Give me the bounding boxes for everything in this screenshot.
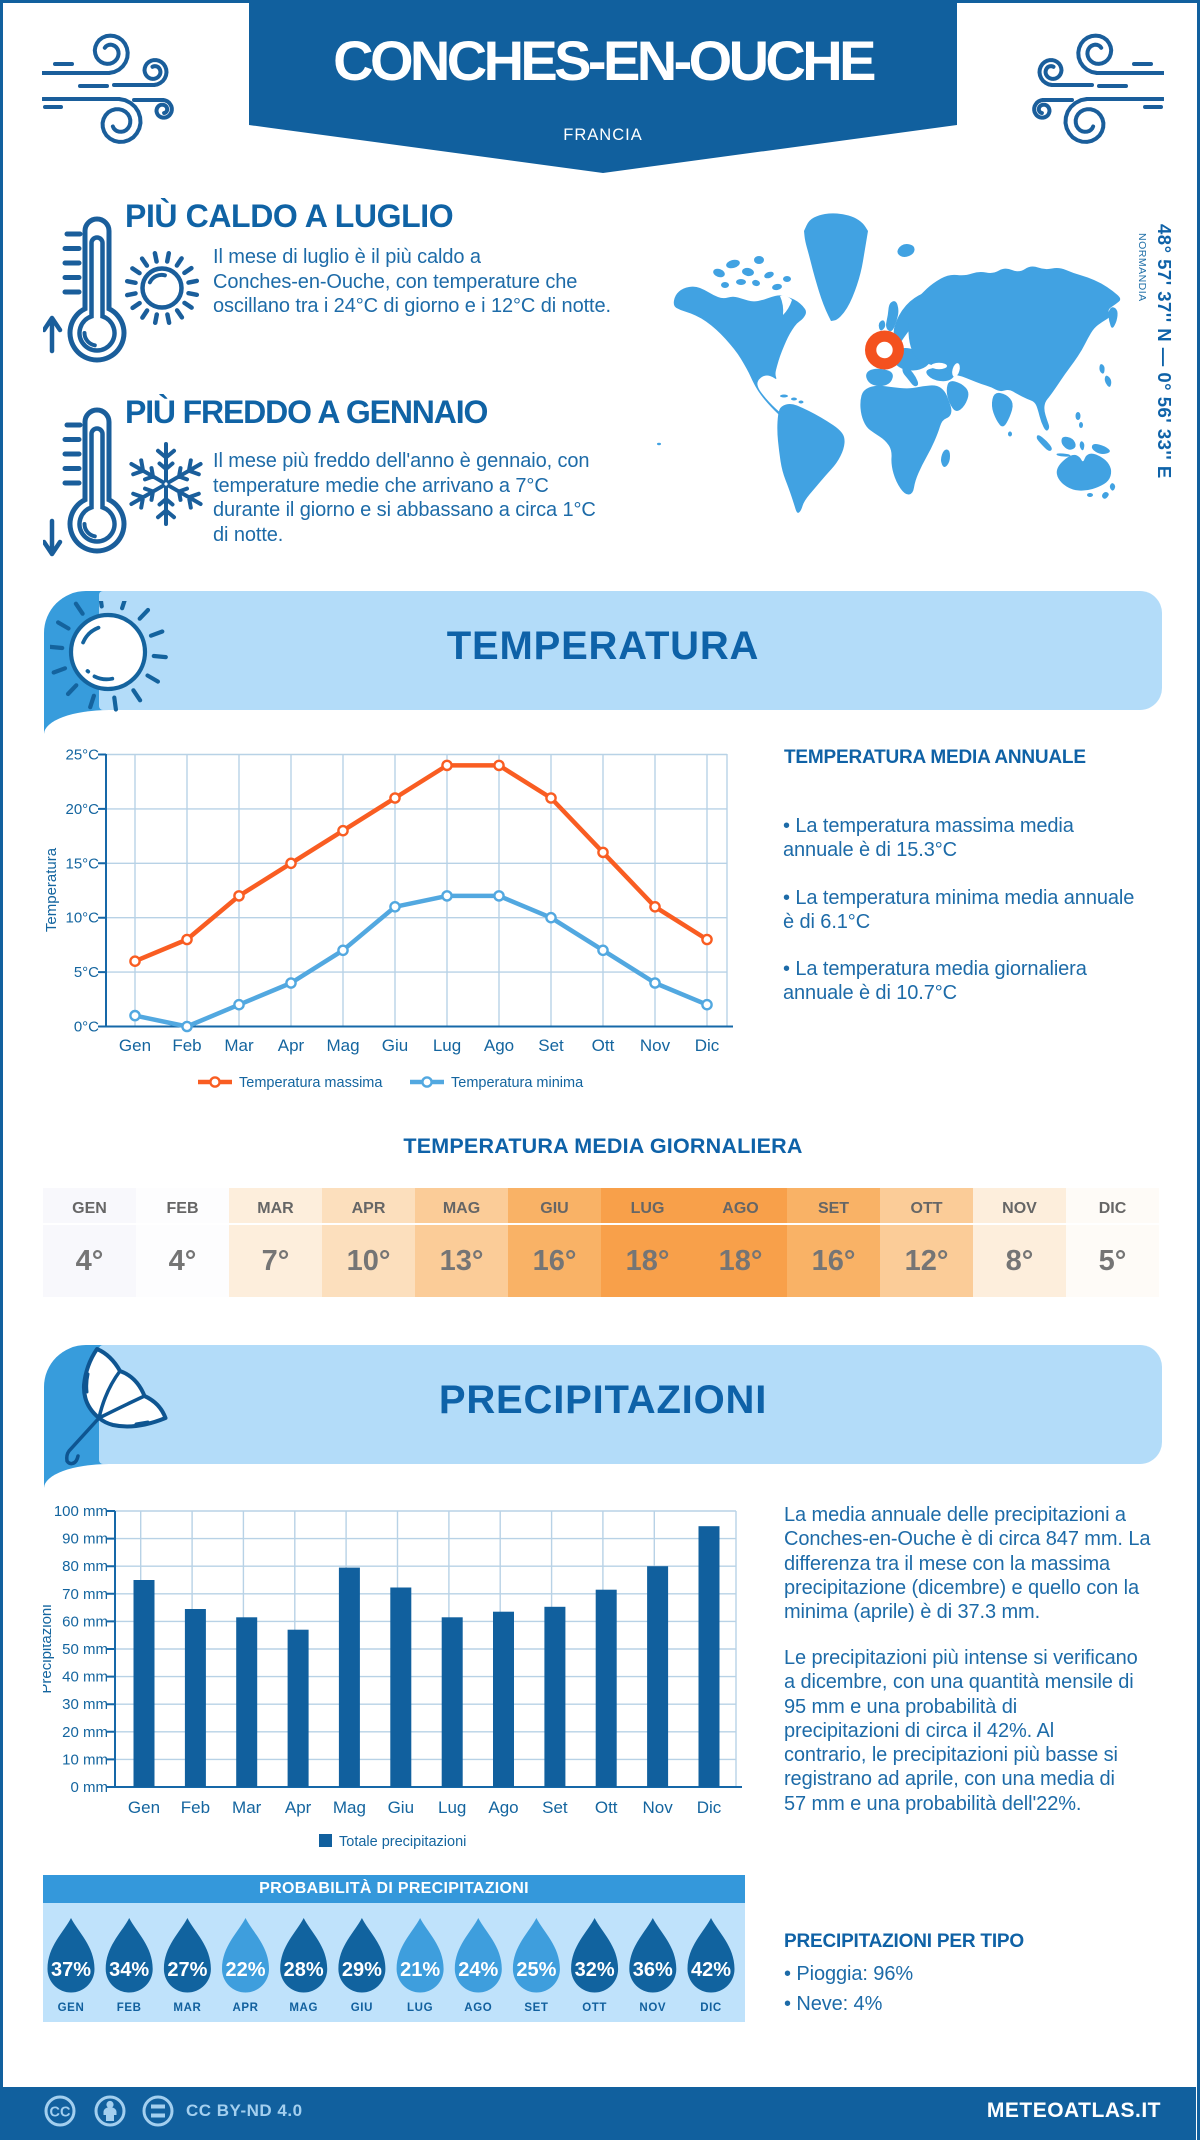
svg-text:Mar: Mar	[232, 1798, 262, 1817]
svg-text:CC: CC	[50, 2105, 71, 2121]
svg-text:50 mm: 50 mm	[62, 1641, 108, 1658]
svg-text:SET: SET	[524, 2002, 548, 2014]
svg-text:34%: 34%	[109, 1959, 149, 1981]
svg-text:40 mm: 40 mm	[62, 1669, 108, 1686]
svg-text:Ott: Ott	[595, 1798, 618, 1817]
svg-text:80 mm: 80 mm	[62, 1558, 108, 1575]
svg-text:Nov: Nov	[642, 1798, 673, 1817]
svg-text:MAG: MAG	[289, 2002, 318, 2014]
svg-text:30 mm: 30 mm	[62, 1696, 108, 1713]
svg-text:Feb: Feb	[172, 1036, 201, 1055]
svg-text:FEB: FEB	[117, 2002, 142, 2014]
svg-text:10 mm: 10 mm	[62, 1751, 108, 1768]
svg-text:MAR: MAR	[173, 2002, 201, 2014]
svg-text:28%: 28%	[284, 1959, 324, 1981]
svg-text:70 mm: 70 mm	[62, 1586, 108, 1603]
svg-text:Giu: Giu	[388, 1798, 414, 1817]
svg-text:Mag: Mag	[326, 1036, 359, 1055]
svg-text:Nov: Nov	[640, 1036, 671, 1055]
svg-text:DIC: DIC	[700, 2002, 722, 2014]
svg-text:32%: 32%	[575, 1959, 615, 1981]
svg-text:0 mm: 0 mm	[71, 1779, 109, 1796]
svg-text:0°C: 0°C	[74, 1019, 99, 1036]
svg-text:100 mm: 100 mm	[54, 1503, 108, 1520]
svg-text:22%: 22%	[225, 1959, 265, 1981]
svg-text:27%: 27%	[167, 1959, 207, 1981]
svg-text:Ago: Ago	[488, 1798, 518, 1817]
svg-text:25%: 25%	[516, 1959, 556, 1981]
svg-text:Precipitazioni: Precipitazioni	[43, 1604, 55, 1693]
svg-text:GIU: GIU	[351, 2002, 373, 2014]
svg-text:Dic: Dic	[695, 1036, 720, 1055]
svg-text:Ago: Ago	[484, 1036, 514, 1055]
svg-text:5°C: 5°C	[74, 964, 99, 981]
svg-text:60 mm: 60 mm	[62, 1613, 108, 1630]
svg-text:42%: 42%	[691, 1959, 731, 1981]
svg-text:21%: 21%	[400, 1959, 440, 1981]
svg-text:NOV: NOV	[639, 2002, 666, 2014]
svg-text:10°C: 10°C	[65, 910, 99, 927]
svg-text:Temperatura: Temperatura	[43, 847, 60, 932]
svg-text:36%: 36%	[633, 1959, 673, 1981]
svg-text:Lug: Lug	[433, 1036, 461, 1055]
svg-text:Set: Set	[538, 1036, 564, 1055]
svg-text:Apr: Apr	[278, 1036, 305, 1055]
svg-text:Gen: Gen	[119, 1036, 151, 1055]
svg-text:GEN: GEN	[58, 2002, 85, 2014]
svg-text:Ott: Ott	[592, 1036, 615, 1055]
svg-text:37%: 37%	[51, 1959, 91, 1981]
svg-text:20°C: 20°C	[65, 801, 99, 818]
svg-text:Mag: Mag	[333, 1798, 366, 1817]
svg-text:APR: APR	[232, 2002, 258, 2014]
svg-text:Apr: Apr	[285, 1798, 312, 1817]
svg-text:AGO: AGO	[464, 2002, 492, 2014]
svg-text:Dic: Dic	[697, 1798, 722, 1817]
svg-text:LUG: LUG	[407, 2002, 433, 2014]
svg-text:Feb: Feb	[181, 1798, 210, 1817]
svg-text:Mar: Mar	[224, 1036, 254, 1055]
svg-text:Giu: Giu	[382, 1036, 408, 1055]
svg-text:Gen: Gen	[128, 1798, 160, 1817]
svg-text:OTT: OTT	[582, 2002, 607, 2014]
svg-text:Totale precipitazioni: Totale precipitazioni	[339, 1834, 466, 1850]
svg-text:24%: 24%	[458, 1959, 498, 1981]
svg-text:20 mm: 20 mm	[62, 1724, 108, 1741]
svg-text:25°C: 25°C	[65, 747, 99, 764]
svg-text:Temperatura massima: Temperatura massima	[239, 1075, 383, 1091]
svg-text:Lug: Lug	[438, 1798, 466, 1817]
svg-text:Set: Set	[542, 1798, 568, 1817]
svg-text:15°C: 15°C	[65, 855, 99, 872]
svg-text:90 mm: 90 mm	[62, 1531, 108, 1548]
svg-text:29%: 29%	[342, 1959, 382, 1981]
svg-text:Temperatura minima: Temperatura minima	[451, 1075, 584, 1091]
